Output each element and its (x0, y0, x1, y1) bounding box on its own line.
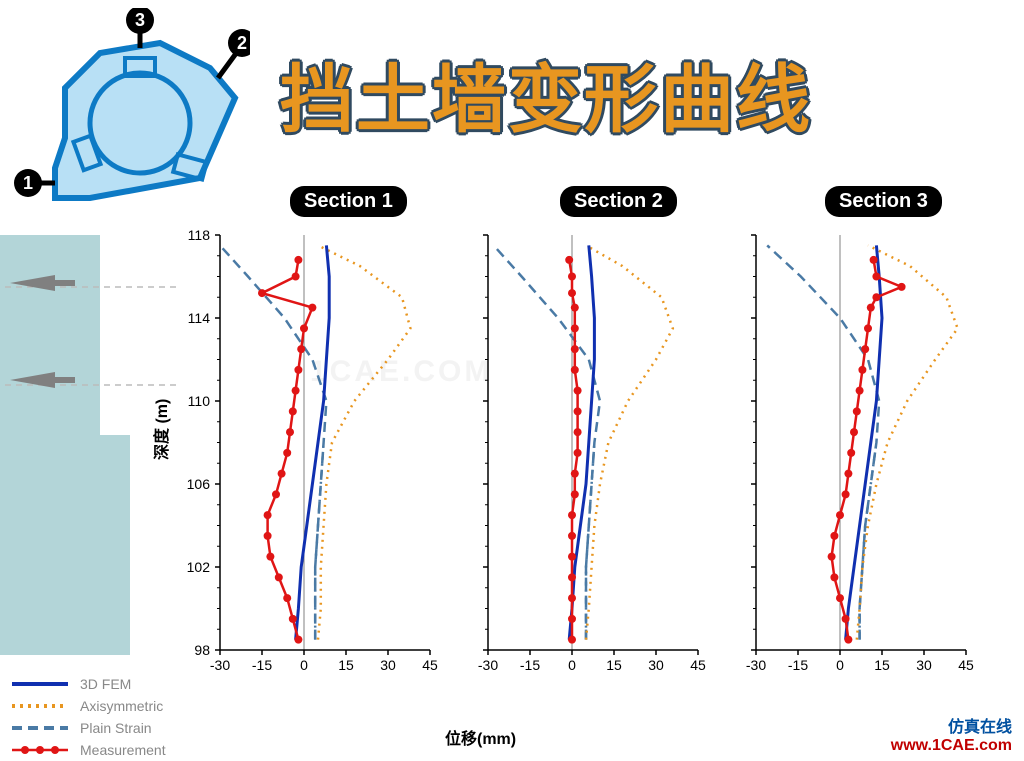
chart-panel-row: 98 102 106 110 114 118 -30 -15 0 15 30 45 -30 -15 0 15 3… (180, 225, 1010, 700)
svg-text:0: 0 (836, 657, 844, 673)
legend-item-axisymmetric: Axisymmetric (10, 695, 166, 717)
svg-text:30: 30 (916, 657, 932, 673)
svg-text:30: 30 (648, 657, 664, 673)
watermark-url: www.1CAE.com (891, 737, 1012, 755)
svg-text:-15: -15 (520, 657, 540, 673)
legend-label: Axisymmetric (80, 698, 163, 714)
svg-text:15: 15 (338, 657, 354, 673)
svg-text:45: 45 (690, 657, 706, 673)
svg-text:45: 45 (422, 657, 438, 673)
section-label-1: Section 1 (290, 186, 407, 217)
plan-marker-2: 2 (237, 33, 247, 53)
svg-text:-15: -15 (252, 657, 272, 673)
legend-label: Plain Strain (80, 720, 152, 736)
svg-text:0: 0 (568, 657, 576, 673)
section-label-2: Section 2 (560, 186, 677, 217)
svg-text:0: 0 (300, 657, 308, 673)
x-axis-label: 位移(mm) (445, 725, 516, 749)
svg-text:-30: -30 (746, 657, 766, 673)
svg-text:30: 30 (380, 657, 396, 673)
svg-text:15: 15 (606, 657, 622, 673)
legend-item-plainstrain: Plain Strain (10, 717, 166, 739)
watermark-cn: 仿真在线 (891, 713, 1012, 737)
legend: 3D FEM Axisymmetric Plain Strain Measure… (10, 673, 166, 761)
section-label-3: Section 3 (825, 186, 942, 217)
chart-section-3: -30 -15 0 15 30 45 (716, 225, 984, 690)
svg-text:102: 102 (187, 559, 211, 575)
chart-section-2: -30 -15 0 15 30 45 (448, 225, 716, 690)
legend-item-3dfem: 3D FEM (10, 673, 166, 695)
plan-diagram: 1 2 3 (10, 8, 250, 218)
page-title: 挡土墙变形曲线 (280, 40, 812, 147)
legend-label: 3D FEM (80, 676, 131, 692)
plan-marker-1: 1 (23, 173, 33, 193)
legend-item-measurement: Measurement (10, 739, 166, 761)
svg-text:114: 114 (188, 310, 211, 326)
svg-text:15: 15 (874, 657, 890, 673)
y-axis-label: 深度 (m) (148, 399, 172, 460)
svg-text:45: 45 (958, 657, 974, 673)
watermark: 仿真在线 www.1CAE.com (891, 713, 1012, 755)
svg-text:106: 106 (187, 476, 211, 492)
svg-text:-30: -30 (478, 657, 498, 673)
legend-label: Measurement (80, 742, 166, 758)
svg-text:-30: -30 (210, 657, 230, 673)
chart-section-1: 98 102 106 110 114 118 -30 -15 0 15 30 45 (180, 225, 448, 690)
svg-text:110: 110 (188, 393, 211, 409)
svg-text:-15: -15 (788, 657, 808, 673)
plan-marker-3: 3 (135, 10, 145, 30)
svg-text:98: 98 (194, 642, 210, 658)
svg-text:118: 118 (188, 227, 211, 243)
